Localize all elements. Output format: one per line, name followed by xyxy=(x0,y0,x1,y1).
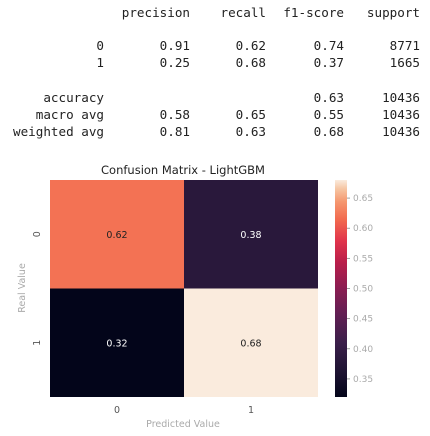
heatmap-cell-1-1 xyxy=(184,288,318,397)
row-1-recall: 0.68 xyxy=(235,55,266,70)
summary-weighted-support: 10436 xyxy=(382,124,420,139)
row-0-f1: 0.74 xyxy=(313,38,344,53)
summary-weighted-recall: 0.63 xyxy=(235,124,266,139)
summary-weighted-precision: 0.81 xyxy=(159,124,190,139)
header-f1-score: f1-score xyxy=(283,5,344,20)
colorbar-tick-label: 0.35 xyxy=(353,375,373,385)
summary-accuracy-f1: 0.63 xyxy=(313,90,344,105)
summary-accuracy-support: 10436 xyxy=(382,90,420,105)
summary-macro-precision: 0.58 xyxy=(159,107,190,122)
colorbar-tick-label: 0.65 xyxy=(353,194,373,204)
colorbar-tick-label: 0.45 xyxy=(353,315,373,325)
cell-annotation-0-1: 0.38 xyxy=(240,230,261,241)
heatmap-cell-0-1 xyxy=(184,180,318,289)
row-0-recall: 0.62 xyxy=(235,38,266,53)
summary-label-weighted-avg: weighted avg xyxy=(13,124,104,139)
header-support: support xyxy=(366,5,420,20)
colorbar-tick-label: 0.40 xyxy=(353,345,373,355)
colorbar-tick-label: 0.60 xyxy=(353,224,373,234)
header-precision: precision xyxy=(121,5,190,20)
summary-label-accuracy: accuracy xyxy=(43,90,104,105)
row-1-support: 1665 xyxy=(389,55,420,70)
cell-annotation-1-1: 0.68 xyxy=(240,338,261,349)
x-tick-label: 0 xyxy=(114,405,120,416)
row-0-precision: 0.91 xyxy=(159,38,190,53)
colorbar-tick-label: 0.50 xyxy=(353,285,373,295)
cell-annotation-0-0: 0.62 xyxy=(106,230,127,241)
heatmap-ticks: 0 1 0 1 xyxy=(32,231,254,416)
heatmap-cell-1-0 xyxy=(50,288,184,397)
heatmap-cell-0-0 xyxy=(50,180,184,289)
header-recall: recall xyxy=(220,5,267,20)
chart-title: Confusion Matrix - LightGBM xyxy=(101,163,265,177)
summary-macro-f1: 0.55 xyxy=(313,107,344,122)
classification-report: precision recall f1-score support 0 0.91… xyxy=(0,0,430,150)
x-tick-label: 1 xyxy=(248,405,254,416)
summary-weighted-f1: 0.68 xyxy=(313,124,344,139)
row-1-f1: 0.37 xyxy=(313,55,344,70)
colorbar-ticks: 0.35 0.40 0.45 0.50 0.55 0.60 0.65 xyxy=(347,194,373,385)
summary-label-macro-avg: macro avg xyxy=(35,107,104,122)
x-axis-label: Predicted Value xyxy=(146,419,220,430)
y-tick-label: 0 xyxy=(32,231,43,237)
heatmap-cells: 0.62 0.38 0.32 0.68 xyxy=(50,180,318,397)
cell-annotation-1-0: 0.32 xyxy=(106,338,127,349)
summary-macro-support: 10436 xyxy=(382,107,420,122)
row-label-1: 1 xyxy=(96,55,104,70)
colorbar xyxy=(335,180,347,397)
row-0-support: 8771 xyxy=(389,38,420,53)
row-label-0: 0 xyxy=(96,38,104,53)
y-axis-label: Real Value xyxy=(17,263,28,313)
row-1-precision: 0.25 xyxy=(159,55,190,70)
summary-macro-recall: 0.65 xyxy=(235,107,266,122)
colorbar-tick-label: 0.55 xyxy=(353,254,373,264)
y-tick-label: 1 xyxy=(32,340,43,346)
